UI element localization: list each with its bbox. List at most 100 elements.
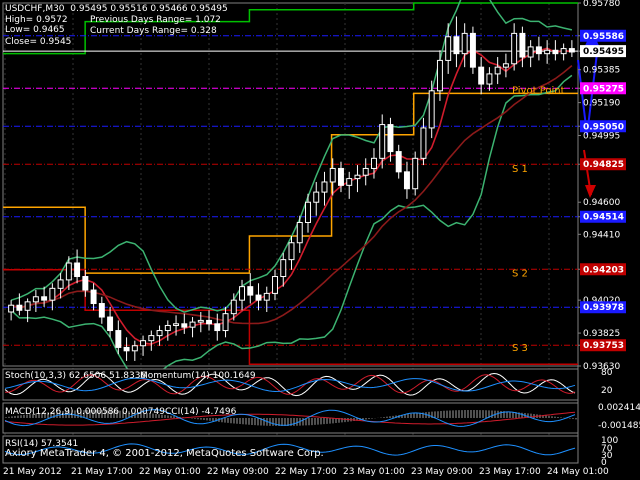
- candle-body: [544, 49, 551, 55]
- candle: [90, 283, 97, 311]
- indicator-panel: [2, 368, 579, 401]
- pivot-line: [3, 92, 578, 274]
- candle-body: [24, 301, 31, 311]
- time-axis-label: 23 May 01:00: [343, 467, 405, 477]
- candle: [255, 283, 262, 311]
- candle-body: [511, 32, 518, 65]
- macd-scale-high: 0.002414: [598, 403, 640, 413]
- rsi-scale-100: 100: [601, 436, 619, 446]
- candle-body: [247, 286, 254, 296]
- candle: [395, 144, 402, 179]
- candle-body: [288, 242, 295, 261]
- pivot-label: Pivot Point: [512, 85, 565, 96]
- momentum-label: Momentum(14) 100.1649: [140, 371, 256, 381]
- candle-body: [156, 330, 163, 337]
- candle: [181, 313, 188, 334]
- price-level-tag: [580, 82, 626, 95]
- candle: [453, 16, 460, 68]
- rsi-scale-70: 70: [601, 444, 613, 454]
- candle-body: [338, 167, 344, 186]
- time-axis-label: 21 May 2012: [3, 467, 62, 477]
- candle-body: [32, 296, 39, 303]
- candle: [263, 286, 270, 312]
- candle: [494, 57, 501, 85]
- price-axis-label: 0.94410: [583, 230, 620, 240]
- candle-body: [436, 59, 443, 92]
- candle-body: [164, 324, 171, 332]
- candle-body: [412, 157, 419, 190]
- price-axis-label: 0.95190: [583, 99, 620, 109]
- candle: [16, 293, 23, 316]
- candle-body: [65, 262, 72, 281]
- candle: [239, 279, 245, 311]
- stoch-main-line: [4, 372, 576, 397]
- candle: [379, 114, 386, 169]
- candle: [107, 306, 114, 338]
- candle: [131, 340, 138, 361]
- candle-body: [16, 304, 23, 311]
- candle-body: [263, 292, 270, 301]
- candle-body: [568, 48, 575, 53]
- candle-body: [222, 313, 229, 332]
- candle: [98, 296, 105, 324]
- low-label: Low= 0.9465: [5, 25, 65, 35]
- candle: [65, 256, 72, 291]
- price-level-tag: [580, 301, 626, 314]
- cci-line: [4, 409, 576, 427]
- candle: [511, 23, 518, 71]
- candle: [535, 36, 542, 61]
- candle: [230, 293, 237, 321]
- resistance-line: [3, 2, 578, 55]
- candle-body: [403, 171, 410, 190]
- forecast-down-arrow: [585, 185, 596, 198]
- candle: [57, 273, 64, 299]
- candle: [420, 117, 427, 166]
- candle: [296, 215, 303, 253]
- moving-average-slow: [10, 64, 573, 325]
- close-label: Close= 0.9545: [5, 37, 72, 47]
- price-level-tag-label: 0.93978: [583, 303, 624, 313]
- candle: [8, 300, 15, 321]
- candle-body: [74, 262, 81, 278]
- candle-body: [272, 276, 278, 294]
- candle: [329, 158, 336, 196]
- candle: [428, 80, 435, 139]
- candle-body: [478, 66, 485, 85]
- stoch-scale-high: 80: [601, 368, 613, 378]
- time-axis-label: 24 May 01:00: [547, 467, 609, 477]
- candle: [560, 43, 567, 61]
- candle-body: [131, 345, 138, 352]
- price-level-tag: [580, 158, 626, 171]
- time-axis-label: 22 May 17:00: [275, 467, 337, 477]
- price-level-tag-label: 0.94203: [583, 265, 624, 275]
- candle-body: [362, 167, 369, 176]
- symbol-ohlc-line: USDCHF,M30 0.95495 0.95516 0.95466 0.954…: [5, 4, 228, 14]
- candle-body: [494, 66, 501, 75]
- price-axis-label: 0.94995: [583, 132, 620, 142]
- candle: [272, 269, 278, 301]
- candle: [222, 306, 229, 338]
- candle: [288, 235, 295, 270]
- price-axis-label: 0.93825: [583, 329, 620, 339]
- candle: [478, 57, 485, 95]
- pivot-label: S 1: [512, 164, 528, 175]
- price-level-tag: [580, 45, 626, 58]
- candle: [305, 193, 311, 233]
- candle: [148, 330, 155, 351]
- candle: [189, 317, 196, 338]
- rsi-label: RSI(14) 57.3541: [5, 439, 79, 449]
- price-axis-label: 0.94600: [583, 198, 620, 208]
- candle-body: [173, 323, 180, 326]
- candle: [214, 313, 221, 341]
- candle: [197, 311, 204, 333]
- candle-body: [181, 323, 188, 328]
- candle-body: [321, 181, 328, 193]
- candle-body: [395, 151, 402, 173]
- time-axis-label: 21 May 17:00: [71, 467, 133, 477]
- candle: [247, 273, 254, 304]
- candle-body: [420, 127, 427, 159]
- candle-body: [313, 191, 320, 203]
- candle: [502, 53, 509, 78]
